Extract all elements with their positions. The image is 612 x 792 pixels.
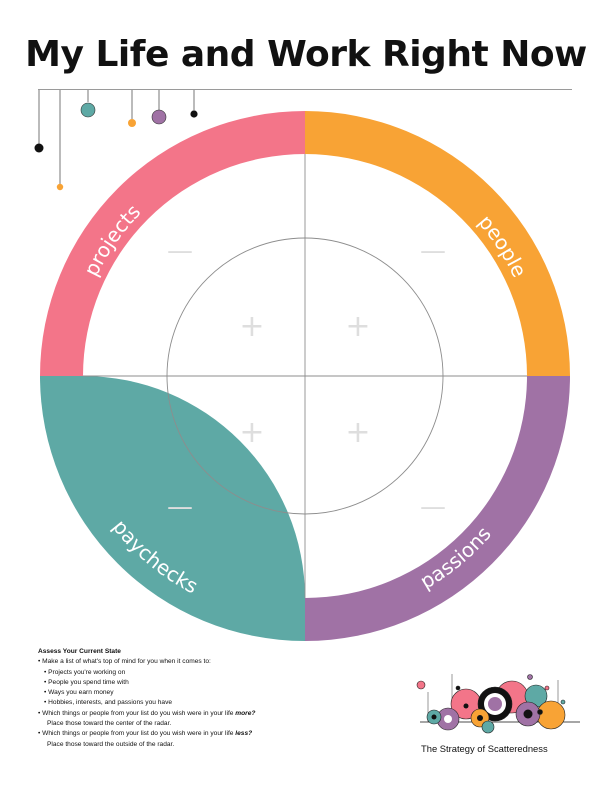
plus-marker-paychecks: + — [239, 415, 264, 450]
page-title: My Life and Work Right Now — [25, 34, 587, 75]
minus-marker-passions: — — [420, 492, 446, 522]
title-divider — [38, 89, 572, 90]
instruction-line: Place those toward the outside of the ra… — [47, 740, 175, 748]
plus-marker-people: + — [345, 309, 370, 344]
instruction-emphasis: less? — [235, 730, 253, 738]
brand-name: The Strategy of Scatteredness — [421, 743, 548, 754]
instructions-panel: Assess Your Current State • Make a list … — [38, 647, 368, 750]
instruction-line: • Projects you're working on — [44, 668, 126, 676]
instruction-line: • Hobbies, interests, and passions you h… — [44, 699, 173, 707]
instruction-line: • Which things or people from your list … — [38, 709, 256, 717]
plus-marker-projects: + — [239, 309, 264, 344]
instruction-line: • Ways you earn money — [44, 689, 114, 697]
instruction-line: Place those toward the center of the rad… — [47, 720, 172, 728]
minus-marker-projects: — — [167, 236, 193, 266]
hanging-decorations — [34, 90, 198, 191]
minus-marker-paychecks: — — [167, 492, 193, 522]
instruction-line: • People you spend time with — [44, 678, 129, 686]
brand-logo — [416, 674, 580, 734]
instructions-heading: Assess Your Current State — [38, 648, 121, 655]
instructions-list: • Make a list of what's top of mind for … — [38, 657, 368, 750]
radar-guides — [83, 154, 527, 598]
paychecks-band — [40, 376, 305, 641]
instruction-emphasis: more? — [235, 709, 256, 717]
instruction-line: • Make a list of what's top of mind for … — [38, 658, 211, 666]
instruction-line: • Which things or people from your list … — [38, 730, 253, 738]
plus-marker-passions: + — [345, 415, 370, 450]
projects-band — [40, 111, 305, 376]
people-band — [305, 111, 570, 376]
minus-marker-people: — — [420, 236, 446, 266]
passions-band — [305, 376, 570, 641]
